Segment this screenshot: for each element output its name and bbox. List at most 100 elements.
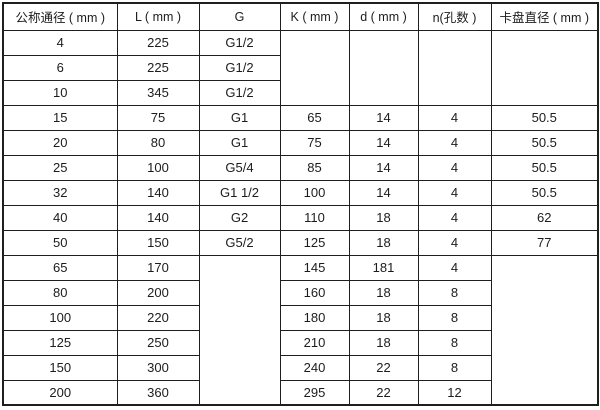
cell-L: 200 [116,279,200,306]
cell-K: 75 [279,129,350,156]
table-row: 200 360 295 22 12 [2,379,598,406]
cell-n: 4 [417,204,492,231]
cell-d: 181 [348,254,419,281]
cell-G: G5/2 [198,229,281,256]
cell-d: 18 [348,229,419,256]
table-row: 80 200 160 18 8 [2,279,598,306]
cell-K: 210 [279,329,350,356]
cell-G: G1/2 [198,54,281,81]
column-header-nominal-diameter: 公称通径 ( mm ) [2,2,118,31]
cell-n: 4 [417,104,492,131]
cell-dn: 40 [2,204,118,231]
cell-G: G1/2 [198,79,281,106]
cell-dn: 100 [2,304,118,331]
column-header-G: G [198,2,281,31]
cell-L: 360 [116,379,200,406]
cell-dn: 80 [2,279,118,306]
cell-dn: 32 [2,179,118,206]
cell-dn: 50 [2,229,118,256]
cell-K: 145 [279,254,350,281]
table-row: 150 300 240 22 8 [2,354,598,381]
cell-G: G1 1/2 [198,179,281,206]
cell-K: 295 [279,379,350,406]
cell-d: 22 [348,354,419,381]
cell-d: 14 [348,129,419,156]
cell-K: 240 [279,354,350,381]
cell-d: 22 [348,379,419,406]
table-row: 15 75 G1 65 14 4 50.5 [2,104,599,131]
cell-dn: 15 [2,104,118,131]
cell-K: 160 [279,279,350,306]
merged-empty-cell-chuck [490,29,599,106]
cell-n: 4 [417,254,492,281]
cell-L: 80 [116,129,200,156]
table-row: 32 140 G1 1/2 100 14 4 50.5 [2,179,599,206]
cell-G: G5/4 [198,154,281,181]
cell-n: 4 [417,129,492,156]
cell-K: 65 [279,104,350,131]
cell-n: 8 [417,279,492,306]
cell-n: 8 [417,304,492,331]
cell-dn: 200 [2,379,118,406]
cell-d: 14 [348,104,419,131]
cell-dn: 25 [2,154,118,181]
merged-empty-cell-n [417,29,492,106]
cell-L: 150 [116,229,200,256]
header-row: 公称通径 ( mm ) L ( mm ) G K ( mm ) d ( mm )… [2,2,599,31]
cell-n: 4 [417,179,492,206]
cell-K: 180 [279,304,350,331]
merged-empty-cell-chuck [490,254,599,406]
cell-dn: 20 [2,129,118,156]
cell-L: 250 [116,329,200,356]
cell-L: 100 [116,154,200,181]
table-row: 40 140 G2 110 18 4 62 [2,204,599,231]
cell-chuck: 50.5 [490,129,599,156]
cell-G: G2 [198,204,281,231]
table-row: 50 150 G5/2 125 18 4 77 [2,229,599,256]
cell-n: 4 [417,154,492,181]
column-header-d: d ( mm ) [348,2,419,31]
cell-L: 220 [116,304,200,331]
merged-empty-cell-K [279,29,350,106]
cell-L: 140 [116,179,200,206]
cell-n: 12 [417,379,492,406]
cell-n: 8 [417,329,492,356]
cell-G: G1 [198,104,281,131]
cell-K: 125 [279,229,350,256]
cell-G: G1/2 [198,29,281,56]
cell-L: 225 [116,54,200,81]
cell-K: 100 [279,179,350,206]
cell-K: 110 [279,204,350,231]
column-header-L: L ( mm ) [116,2,200,31]
merged-empty-cell-d [348,29,419,106]
cell-L: 225 [116,29,200,56]
cell-n: 4 [417,229,492,256]
cell-d: 18 [348,279,419,306]
table-row: 65 170 145 181 4 [2,254,599,406]
table-row: 6 225 G1/2 [2,54,598,81]
table-row: 20 80 G1 75 14 4 50.5 [2,129,599,156]
table-row: 25 100 G5/4 85 14 4 50.5 [2,154,599,181]
cell-L: 170 [116,254,200,281]
cell-d: 18 [348,204,419,231]
cell-n: 8 [417,354,492,381]
cell-d: 14 [348,179,419,206]
cell-d: 14 [348,154,419,181]
cell-chuck: 50.5 [490,104,599,131]
cell-dn: 4 [2,29,118,56]
cell-chuck: 62 [490,204,599,231]
cell-L: 345 [116,79,200,106]
merged-empty-cell-G [198,254,281,406]
cell-K: 85 [279,154,350,181]
cell-L: 300 [116,354,200,381]
cell-dn: 125 [2,329,118,356]
cell-chuck: 50.5 [490,154,599,181]
column-header-K: K ( mm ) [279,2,350,31]
column-header-chuck-diameter: 卡盘直径 ( mm ) [490,2,599,31]
cell-d: 18 [348,304,419,331]
cell-L: 75 [116,104,200,131]
cell-L: 140 [116,204,200,231]
cell-d: 18 [348,329,419,356]
